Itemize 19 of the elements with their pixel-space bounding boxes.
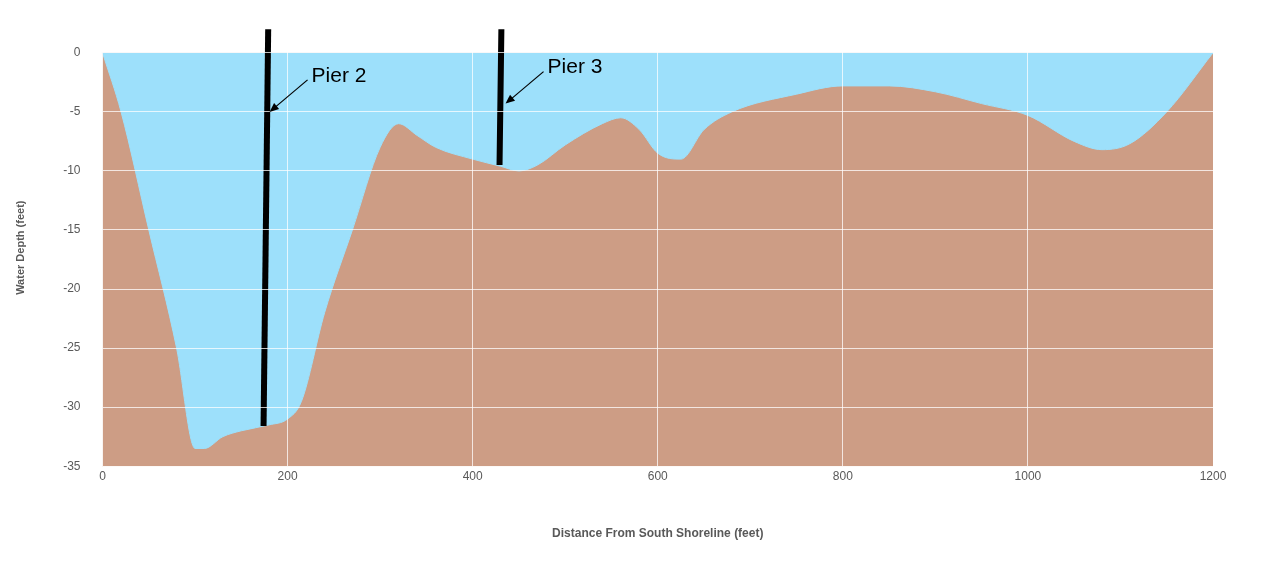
annotation: Pier 2 [311,62,367,86]
y-tick-label: -35 [63,458,81,473]
x-tick-label: 600 [647,468,669,483]
x-tick-label: 1200 [1199,468,1227,483]
annotation: Pier 3 [547,54,603,78]
x-tick-label: 0 [99,468,107,483]
y-tick-label: -25 [63,340,81,355]
y-tick-label: -20 [63,281,81,296]
x-axis-title: Distance From South Shoreline (feet) [552,526,764,541]
x-tick-label: 800 [832,468,854,483]
y-tick-label: -5 [69,104,81,119]
x-tick-label: 1000 [1014,468,1042,483]
y-tick-label: 0 [73,45,81,60]
y-tick-label: -10 [63,163,81,178]
y-tick-label: -15 [63,222,81,237]
y-tick-label: -30 [63,399,81,414]
y-axis-title: Water Depth (feet) [13,200,26,295]
x-tick-label: 400 [462,468,484,483]
x-tick-label: 200 [277,468,298,483]
